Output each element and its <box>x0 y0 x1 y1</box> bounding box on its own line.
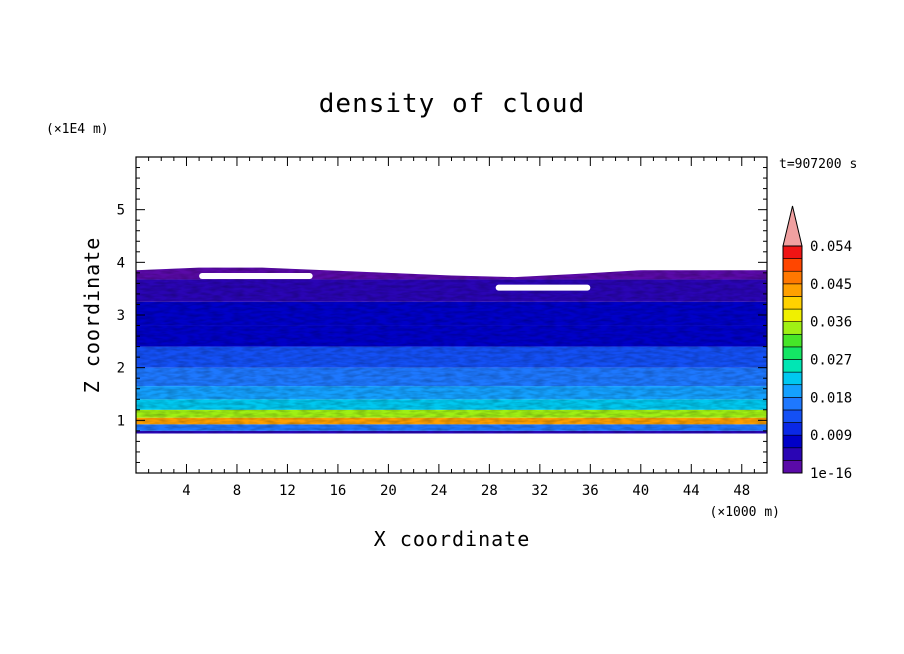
colorbar-box <box>782 308 803 322</box>
colorbar: 1e-16 0.009 0.018 0.027 0.036 0.045 0.054 <box>782 205 852 482</box>
colorbar-box <box>782 434 803 449</box>
colorbar-box <box>782 460 803 474</box>
time-label: t=907200 s <box>779 157 857 172</box>
colorbar-box <box>782 321 803 335</box>
colorbar-tick-label: 0.036 <box>810 315 852 331</box>
colorbar-box <box>782 270 803 285</box>
x-tick-label: 28 <box>481 483 498 499</box>
colorbar-tick-label: 0.018 <box>810 390 852 406</box>
colorbar-box <box>782 346 803 360</box>
x-tick-label: 36 <box>582 483 599 499</box>
colorbar-tick-label: 1e-16 <box>810 466 852 482</box>
x-axis: 4 8 12 16 20 24 28 32 36 40 44 48 <box>148 157 755 499</box>
x-tick-label: 20 <box>380 483 397 499</box>
colorbar-box <box>782 447 803 461</box>
colorbar-box <box>782 397 803 411</box>
colorbar-box <box>782 333 803 348</box>
colorbar-frame <box>782 245 803 474</box>
density-field <box>136 267 767 434</box>
colorbar-box <box>782 422 803 436</box>
x-tick-label: 4 <box>182 483 190 499</box>
x-tick-label: 8 <box>233 483 241 499</box>
colorbar-box <box>782 258 803 272</box>
x-tick-label: 32 <box>531 483 548 499</box>
x-tick-label: 12 <box>279 483 296 499</box>
y-axis: 1 2 3 4 5 <box>117 167 767 463</box>
y-tick-label: 4 <box>117 255 125 271</box>
colorbar-tick-label: 0.027 <box>810 353 852 369</box>
y-unit-label: (×1E4 m) <box>46 122 109 137</box>
x-tick-label: 44 <box>683 483 700 499</box>
y-tick-label: 1 <box>117 413 125 429</box>
x-tick-label: 24 <box>430 483 447 499</box>
colorbar-tick-label: 0.054 <box>810 239 852 255</box>
y-axis-title: Z coordinate <box>80 237 104 394</box>
colorbar-box <box>782 359 803 373</box>
x-tick-label: 40 <box>632 483 649 499</box>
x-tick-label: 16 <box>329 483 346 499</box>
x-unit-label: (×1000 m) <box>710 505 780 520</box>
colorbar-box <box>782 384 803 398</box>
y-tick-label: 5 <box>117 203 125 219</box>
colorbar-box <box>782 283 803 297</box>
colorbar-box <box>782 409 803 423</box>
x-axis-title: X coordinate <box>374 527 531 551</box>
y-tick-label: 3 <box>117 308 125 324</box>
colorbar-box <box>782 371 803 386</box>
texture-overlay <box>136 267 767 434</box>
colorbar-tick-label: 0.009 <box>810 428 852 444</box>
clear-gap <box>199 273 313 280</box>
chart-title: density of cloud <box>319 89 585 119</box>
x-tick-label: 48 <box>733 483 750 499</box>
colorbar-box <box>782 296 803 310</box>
colorbar-box <box>782 245 803 259</box>
cloud-layer <box>136 267 767 434</box>
colorbar-extend-arrow <box>782 205 803 247</box>
y-tick-label: 2 <box>117 361 125 377</box>
clear-gap <box>495 284 591 291</box>
colorbar-tick-label: 0.045 <box>810 277 852 293</box>
